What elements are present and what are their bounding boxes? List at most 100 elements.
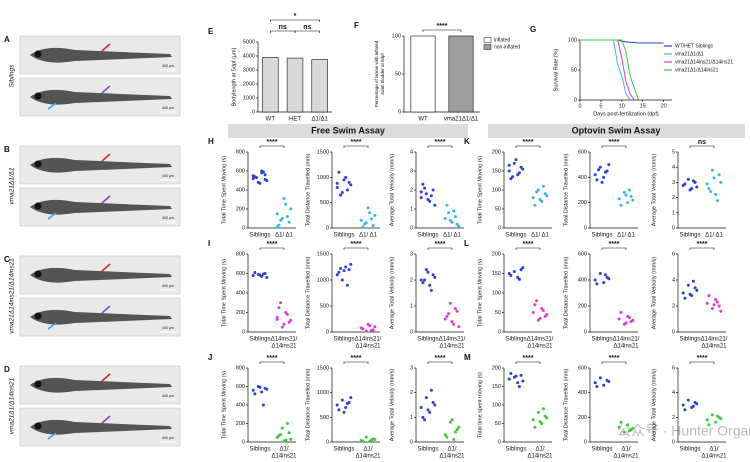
data-point [260,390,264,394]
significance-label: **** [351,241,362,248]
data-point [251,273,255,277]
data-point [361,327,365,331]
fish-eye [34,92,42,100]
x-tick-label: Δ1/ Δ1 [531,233,549,239]
y-tick-label: 500 [320,200,329,206]
data-point [445,435,449,439]
data-point [447,211,451,215]
data-point [285,215,289,219]
data-point [335,403,339,407]
data-point [709,190,713,194]
data-point [255,176,259,180]
x-tick-label: Siblings [679,233,700,239]
arrow [47,102,57,110]
arrow [101,85,111,94]
data-point [457,224,461,228]
y-tick-label: 50 [495,310,501,316]
y-tick-label: 2000 [243,81,255,87]
data-point [707,186,711,190]
data-point [347,268,351,272]
data-point [433,403,437,407]
data-point [519,373,523,377]
data-point [617,317,621,321]
data-point [719,417,723,421]
data-point [344,405,348,409]
data-point [277,306,281,310]
data-point [424,192,428,196]
x-tick-label: Siblings [591,337,612,343]
data-point [695,402,699,406]
data-point [619,203,623,207]
data-point [535,190,539,194]
data-point [536,318,540,322]
data-point [600,180,604,184]
fish [30,47,172,63]
panel-letter: L [464,239,469,248]
x-tick-label: Siblings [679,447,700,453]
y-tick-label: 800 [236,149,245,155]
y-tick-label: 1 [410,303,413,309]
significance-bracket [427,247,453,250]
data-point [710,307,714,311]
data-point [617,197,621,201]
data-point [450,320,454,324]
data-point [419,278,423,282]
panel-letter: D [4,365,10,374]
data-point [705,182,709,186]
scale-label: 400 µm [162,394,174,398]
y-tick-label: 0 [574,97,577,103]
data-point [428,283,432,287]
y-tick-label: 500 [320,303,329,309]
data-point [373,213,377,217]
x-tick-label: 15 [640,103,646,109]
arrow [101,43,111,52]
y-tick-label: 3 [410,168,413,174]
data-point [536,410,540,414]
y-tick-label: 200 [236,206,245,212]
data-point [443,433,447,437]
x-tick-label: Δ1/ [279,447,288,453]
significance-bracket [427,145,453,148]
data-point [265,387,269,391]
legend-label: non-inflated [494,44,520,50]
data-point [595,178,599,182]
y-tick-label: 600 [578,251,587,257]
data-point [545,312,549,316]
y-axis-label: Total Distance Travelled (mm) [563,256,569,329]
data-point [681,291,685,295]
arrow [47,322,57,330]
data-point [289,437,293,441]
fish [30,199,172,215]
data-point [691,279,695,283]
y-tick-label: 1500 [317,365,329,371]
data-point [511,175,515,179]
y-tick-label: 0 [242,329,245,335]
arrow [101,305,111,314]
data-point [342,178,346,182]
data-point [279,433,283,437]
data-point [284,202,288,206]
data-point [686,398,690,402]
y-tick-label: 2 [410,277,413,283]
data-point [371,223,375,227]
x-tick-label: Siblings [505,337,526,343]
x-tick-label: Δ1/ [363,447,372,453]
x-tick-label: Siblings [417,337,438,343]
significance-label: ns [303,24,311,31]
y-tick-label: 3000 [243,67,255,73]
significance-bracket [270,30,296,33]
scale-label: 400 µm [162,106,174,110]
data-point [263,173,267,177]
significance-bracket [259,361,285,364]
scale-label: 400 µm [162,216,174,220]
data-point [345,188,349,192]
x-tick-label: Δ14ins21 [439,454,465,460]
y-tick-label: 4000 [243,53,255,59]
x-tick-label: 5 [599,103,602,109]
data-point [419,190,423,194]
data-point [429,288,433,292]
y-tick-label: 2 [672,195,675,201]
data-point [253,392,257,396]
data-point [445,314,449,318]
data-point [431,188,435,192]
